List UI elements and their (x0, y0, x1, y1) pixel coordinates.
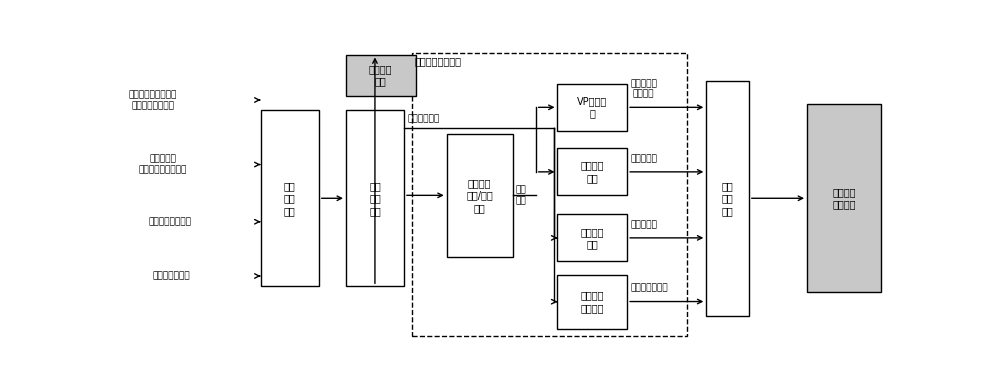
Text: 无功控制
模块: 无功控制 模块 (581, 161, 604, 183)
Text: 数据
采集
模块: 数据 采集 模块 (284, 181, 296, 216)
Text: 目标值输入数据: 目标值输入数据 (153, 272, 191, 280)
Text: 控制
模式: 控制 模式 (516, 185, 526, 205)
Text: 控制输入数据: 控制输入数据 (408, 114, 440, 123)
Bar (261, 110, 319, 286)
Bar (807, 104, 881, 292)
Text: 交流电压和
频率参考: 交流电压和 频率参考 (630, 79, 657, 99)
Text: 稳控装置输入数据: 稳控装置输入数据 (148, 217, 191, 226)
Text: 有功参考值: 有功参考值 (630, 220, 657, 229)
Bar (346, 54, 416, 96)
Text: VP控制模
块: VP控制模 块 (577, 96, 607, 118)
Bar (346, 110, 404, 286)
Text: 控制功能处理模块: 控制功能处理模块 (415, 56, 462, 66)
Text: 通信
管理
模块: 通信 管理 模块 (722, 181, 733, 216)
Text: 无功参考值: 无功参考值 (630, 154, 657, 163)
Bar (557, 84, 627, 131)
Bar (557, 149, 627, 195)
Bar (557, 215, 627, 261)
Bar (412, 53, 687, 336)
Bar (447, 134, 512, 257)
Text: 直流电压参考值: 直流电压参考值 (630, 284, 668, 293)
Text: 换流站单
元控制器: 换流站单 元控制器 (832, 187, 856, 210)
Text: 交流系统和直流系统
开关刀闸状态信号: 交流系统和直流系统 开关刀闸状态信号 (129, 90, 177, 110)
Bar (557, 275, 627, 329)
Text: 直流电压
控制模块: 直流电压 控制模块 (581, 290, 604, 313)
Text: 交直流系统
电压、电流采样数据: 交直流系统 电压、电流采样数据 (139, 154, 187, 174)
Text: 数据
处理
模块: 数据 处理 模块 (369, 181, 381, 216)
Text: 有功控制
模块: 有功控制 模块 (581, 227, 604, 249)
Text: 控制模式
选择/切换
模块: 控制模式 选择/切换 模块 (466, 178, 493, 213)
Text: 冗余处理
模块: 冗余处理 模块 (369, 64, 392, 86)
Bar (706, 81, 749, 315)
